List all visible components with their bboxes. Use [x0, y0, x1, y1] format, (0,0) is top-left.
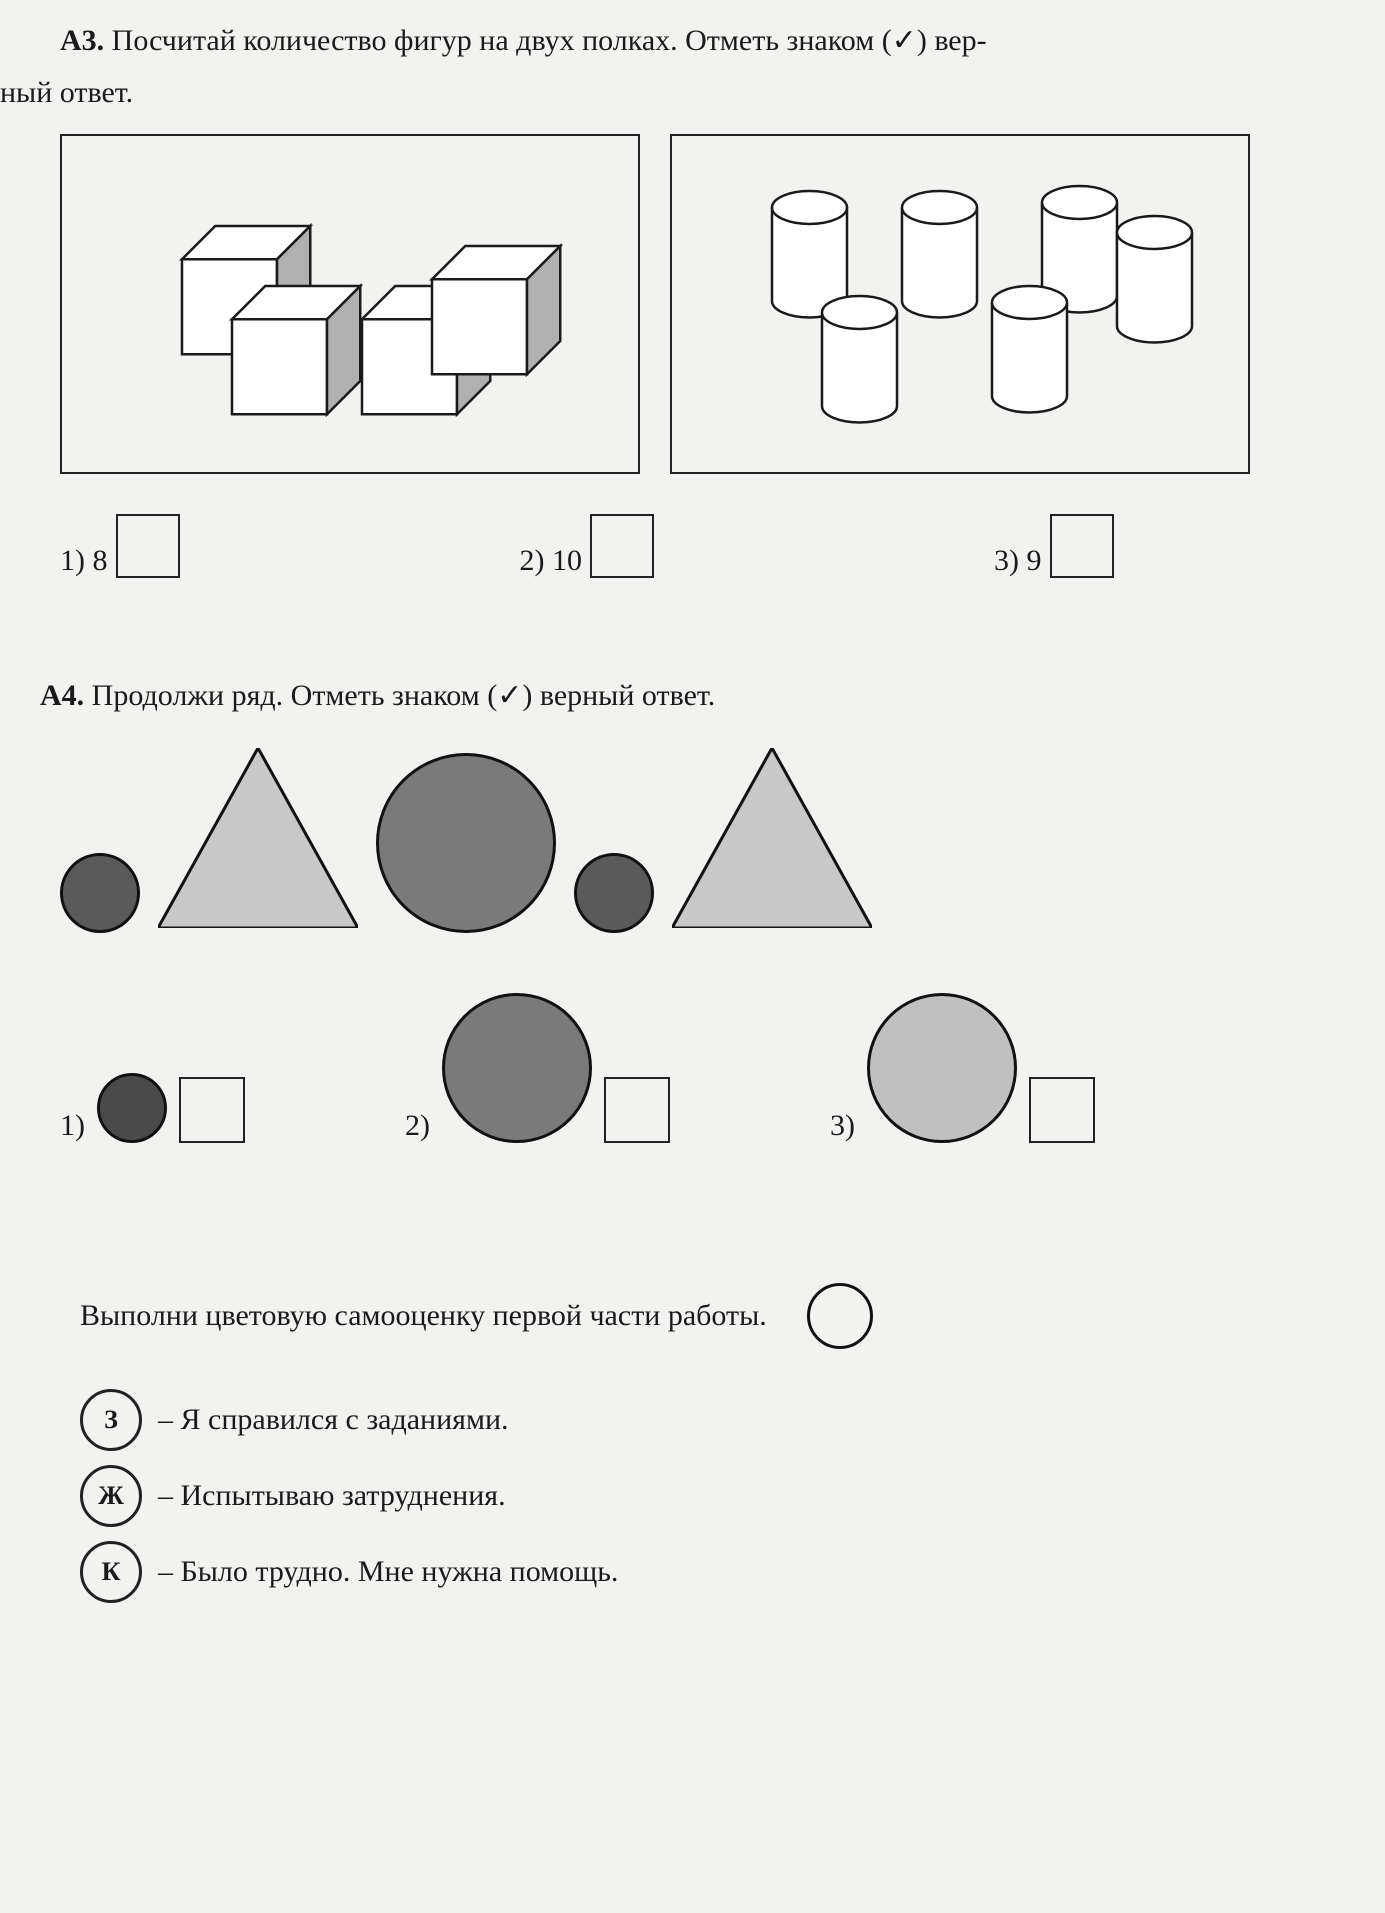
- legend-letter-circle: З: [80, 1389, 142, 1451]
- a3-text-line2: ный ответ.: [0, 76, 133, 109]
- answer-label: 2) 10: [520, 544, 583, 578]
- answer-checkbox[interactable]: [1029, 1077, 1095, 1143]
- a3-number: А3.: [60, 24, 104, 57]
- answer-label: 1) 8: [60, 544, 108, 578]
- circle-shape: [376, 753, 556, 933]
- answer-label: 3) 9: [994, 544, 1042, 578]
- shelf-right: [670, 134, 1250, 474]
- a4-text: Продолжи ряд. Отметь знаком (✓) верный о…: [92, 679, 716, 712]
- circle-shape: [574, 853, 654, 933]
- legend-row: К – Было трудно. Мне нужна помощь.: [80, 1541, 1355, 1603]
- answer-checkbox[interactable]: [116, 514, 180, 578]
- a4-heading: А4. Продолжи ряд. Отметь знаком (✓) верн…: [0, 678, 1355, 713]
- legend-text: – Испытываю затруднения.: [158, 1479, 506, 1513]
- a3-text-line1: Посчитай количество фигур на двух полках…: [112, 24, 987, 57]
- a3-task: А3. Посчитай количество фигур на двух по…: [0, 20, 1355, 578]
- worksheet-page: А3. Посчитай количество фигур на двух по…: [0, 0, 1385, 1677]
- shelves-row: [0, 134, 1355, 474]
- a4-task: А4. Продолжи ряд. Отметь знаком (✓) верн…: [0, 678, 1355, 1143]
- answer-checkbox[interactable]: [179, 1077, 245, 1143]
- legend-text: – Я справился с заданиями.: [158, 1403, 509, 1437]
- answer-option: 2) 10: [520, 514, 655, 578]
- answer-option: 1): [60, 1073, 245, 1143]
- answer-checkbox[interactable]: [604, 1077, 670, 1143]
- shelf-left: [60, 134, 640, 474]
- self-eval-circle[interactable]: [807, 1283, 873, 1349]
- answer-circle-shape: [867, 993, 1017, 1143]
- self-eval-prompt: Выполни цветовую самооценку первой части…: [80, 1299, 767, 1333]
- answer-circle-shape: [97, 1073, 167, 1143]
- answer-option: 3): [830, 993, 1095, 1143]
- legend-row: З – Я справился с заданиями.: [80, 1389, 1355, 1451]
- legend-letter-circle: Ж: [80, 1465, 142, 1527]
- self-eval-prompt-row: Выполни цветовую самооценку первой части…: [80, 1283, 1355, 1349]
- a3-text-line2-wrap: ный ответ.: [0, 72, 1355, 114]
- answer-checkbox[interactable]: [590, 514, 654, 578]
- a4-pattern: [0, 733, 1355, 933]
- answer-option: 3) 9: [994, 514, 1114, 578]
- self-eval-legend: З – Я справился с заданиями. Ж – Испытываю …: [80, 1389, 1355, 1603]
- legend-letter-circle: К: [80, 1541, 142, 1603]
- triangle-shape: [672, 748, 872, 933]
- triangle-shape: [158, 748, 358, 933]
- answer-number: 3): [830, 1109, 855, 1143]
- a3-answers: 1) 8 2) 10 3) 9: [0, 514, 1355, 578]
- circle-shape: [60, 853, 140, 933]
- answer-circle-shape: [442, 993, 592, 1143]
- answer-number: 2): [405, 1109, 430, 1143]
- answer-option: 2): [405, 993, 670, 1143]
- a4-answers: 1) 2) 3): [0, 993, 1355, 1143]
- a3-heading: А3. Посчитай количество фигур на двух по…: [0, 20, 1355, 62]
- answer-option: 1) 8: [60, 514, 180, 578]
- self-evaluation: Выполни цветовую самооценку первой части…: [0, 1283, 1355, 1603]
- legend-text: – Было трудно. Мне нужна помощь.: [158, 1555, 618, 1589]
- a4-number: А4.: [40, 679, 84, 712]
- answer-checkbox[interactable]: [1050, 514, 1114, 578]
- answer-number: 1): [60, 1109, 85, 1143]
- legend-row: Ж – Испытываю затруднения.: [80, 1465, 1355, 1527]
